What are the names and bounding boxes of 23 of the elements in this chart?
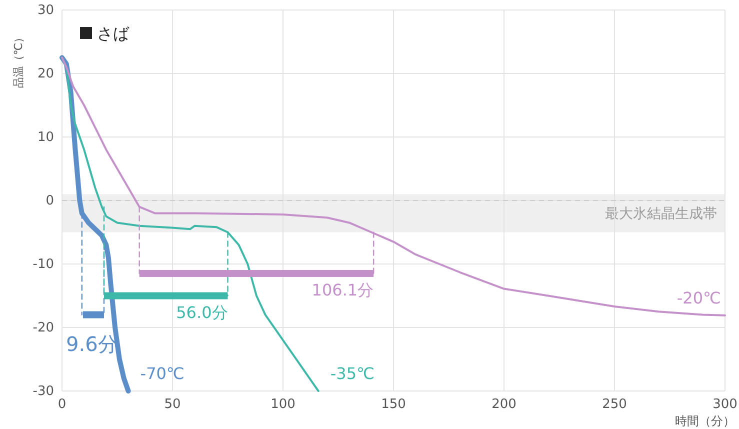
series-label: 106.1分 — [312, 280, 374, 300]
y-tick-label: 0 — [46, 194, 54, 208]
y-tick-label: 10 — [37, 130, 54, 145]
series-label: -20℃ — [676, 288, 721, 308]
y-axis-title: 品温（℃） — [12, 32, 25, 88]
x-tick-label: 100 — [270, 397, 296, 412]
y-tick-label: -10 — [32, 257, 54, 272]
x-tick-label: 150 — [381, 397, 406, 412]
series-label: 9.6分 — [66, 332, 118, 356]
text: さば — [97, 24, 130, 43]
series-label: 56.0分 — [176, 302, 228, 322]
series-label: -35℃ — [330, 364, 374, 383]
y-tick-label: -30 — [32, 384, 54, 399]
y-tick-label: 20 — [37, 66, 54, 82]
x-axis-title: 時間（分） — [675, 414, 735, 428]
x-tick-label: 200 — [492, 397, 516, 412]
y-tick-label: 30 — [37, 3, 54, 18]
x-tick-label: 0 — [58, 397, 66, 412]
x-tick-label: 50 — [164, 397, 181, 412]
x-tick-label: 250 — [602, 397, 627, 412]
x-tick-label: 300 — [712, 397, 738, 412]
series-label: -70℃ — [140, 364, 184, 383]
y-tick-label: -20 — [32, 320, 54, 336]
